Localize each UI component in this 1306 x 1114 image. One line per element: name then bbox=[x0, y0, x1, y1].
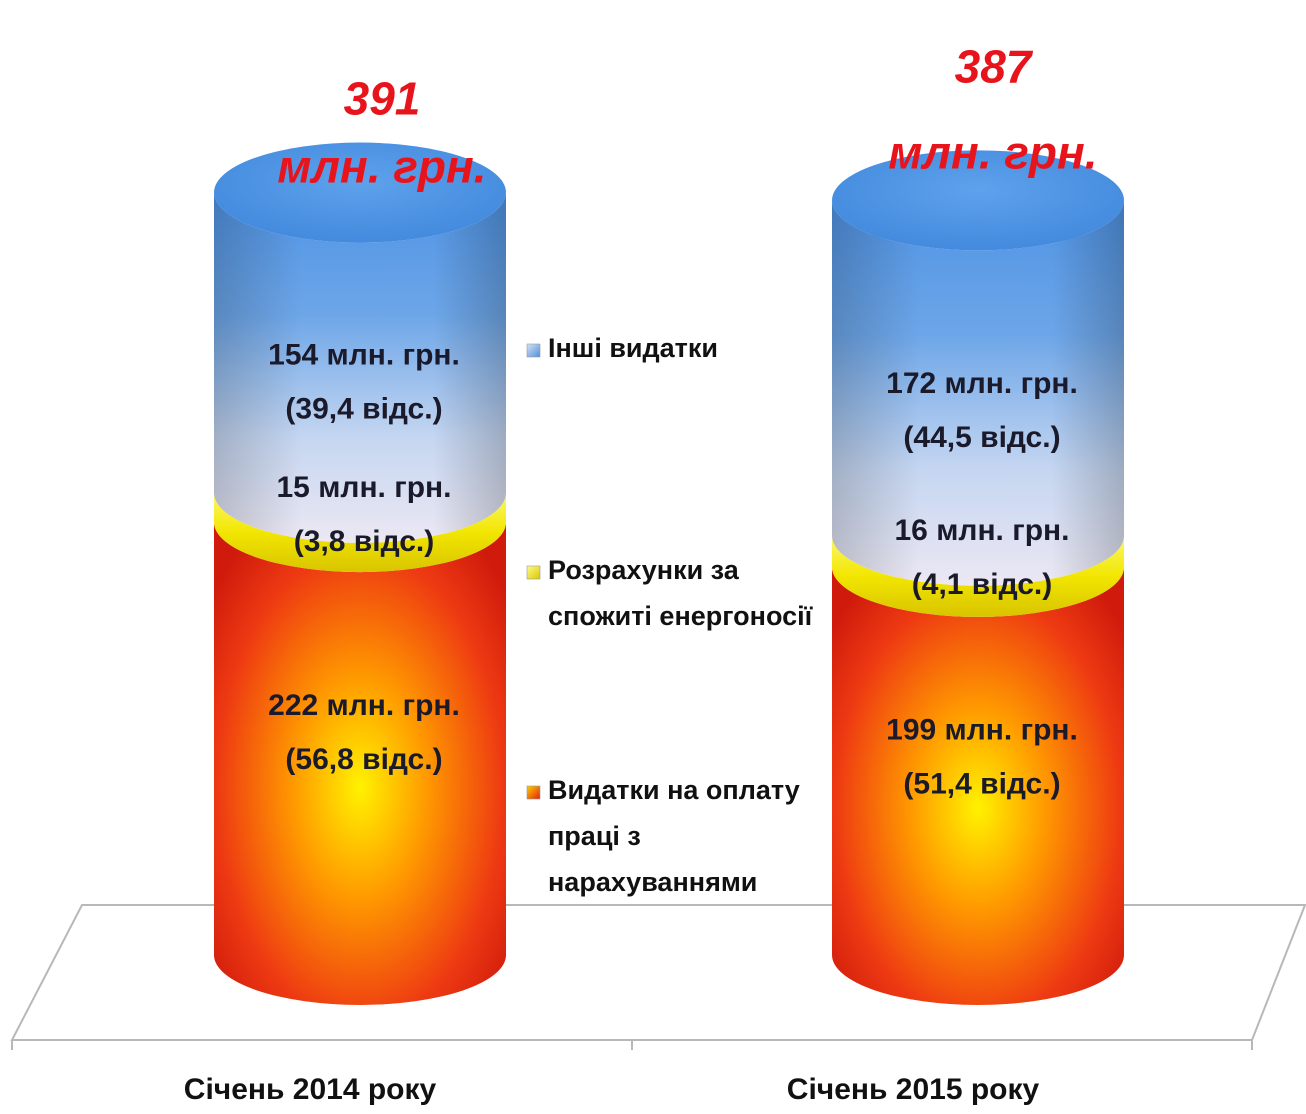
bar-stack: 222 млн. грн. (56,8 відс.) 15 млн. грн. (3,… bbox=[214, 73, 506, 1005]
bar-top-cap bbox=[214, 142, 506, 243]
legend-label: праці з bbox=[548, 821, 641, 851]
x-tick-label: Січень 2014 року bbox=[184, 1073, 437, 1106]
bar-stack: 199 млн. грн. (51,4 відс.) 16 млн. грн. (4,… bbox=[832, 40, 1124, 1005]
legend: Інші видатки Розрахунки за спожиті енергон… bbox=[526, 333, 814, 897]
data-label: (44,5 відс.) bbox=[903, 421, 1060, 454]
bar-top-cap bbox=[832, 150, 1124, 251]
total-unit: млн. грн. bbox=[277, 141, 486, 193]
total-unit: млн. грн. bbox=[888, 126, 1097, 178]
data-label: 16 млн. грн. bbox=[894, 514, 1069, 547]
legend-item: Видатки на оплату праці з нарахуваннями bbox=[526, 775, 800, 897]
category-labels: Січень 2014 року Січень 2015 року bbox=[184, 1073, 1040, 1106]
data-label: (56,8 відс.) bbox=[285, 743, 442, 776]
bar-segment bbox=[214, 522, 506, 1005]
data-label: (3,8 відс.) bbox=[294, 525, 434, 558]
legend-label: нарахуваннями bbox=[548, 867, 757, 897]
total-value: 387 bbox=[955, 40, 1034, 92]
data-label: 199 млн. грн. bbox=[886, 714, 1078, 747]
bar-segment-shade bbox=[832, 200, 1124, 586]
legend-swatch bbox=[526, 343, 541, 358]
total-value: 391 bbox=[344, 73, 421, 125]
data-label: 15 млн. грн. bbox=[276, 471, 451, 504]
legend-label: Розрахунки за bbox=[548, 555, 740, 585]
data-label: (4,1 відс.) bbox=[912, 568, 1052, 601]
legend-swatch bbox=[526, 565, 541, 580]
data-label: (51,4 відс.) bbox=[903, 768, 1060, 801]
data-label: (39,4 відс.) bbox=[285, 393, 442, 426]
bar-segment bbox=[214, 492, 506, 573]
legend-label: Видатки на оплату bbox=[548, 775, 800, 805]
bar-segment bbox=[832, 566, 1124, 1005]
data-label: 172 млн. грн. bbox=[886, 367, 1078, 400]
data-label: 222 млн. грн. bbox=[268, 689, 460, 722]
legend-item: Розрахунки за спожиті енергоносії bbox=[526, 555, 814, 631]
legend-label: Інші видатки bbox=[548, 333, 718, 363]
data-label: 154 млн. грн. bbox=[268, 339, 460, 372]
legend-item: Інші видатки bbox=[526, 333, 718, 363]
bar-segment-shade bbox=[214, 192, 506, 543]
bars-layer: 222 млн. грн. (56,8 відс.) 15 млн. грн. (3,… bbox=[214, 40, 1124, 1005]
bar-segment bbox=[832, 535, 1124, 617]
x-tick-label: Січень 2015 року bbox=[787, 1073, 1040, 1106]
legend-label: спожиті енергоносії bbox=[548, 601, 814, 631]
legend-swatch bbox=[526, 785, 541, 800]
